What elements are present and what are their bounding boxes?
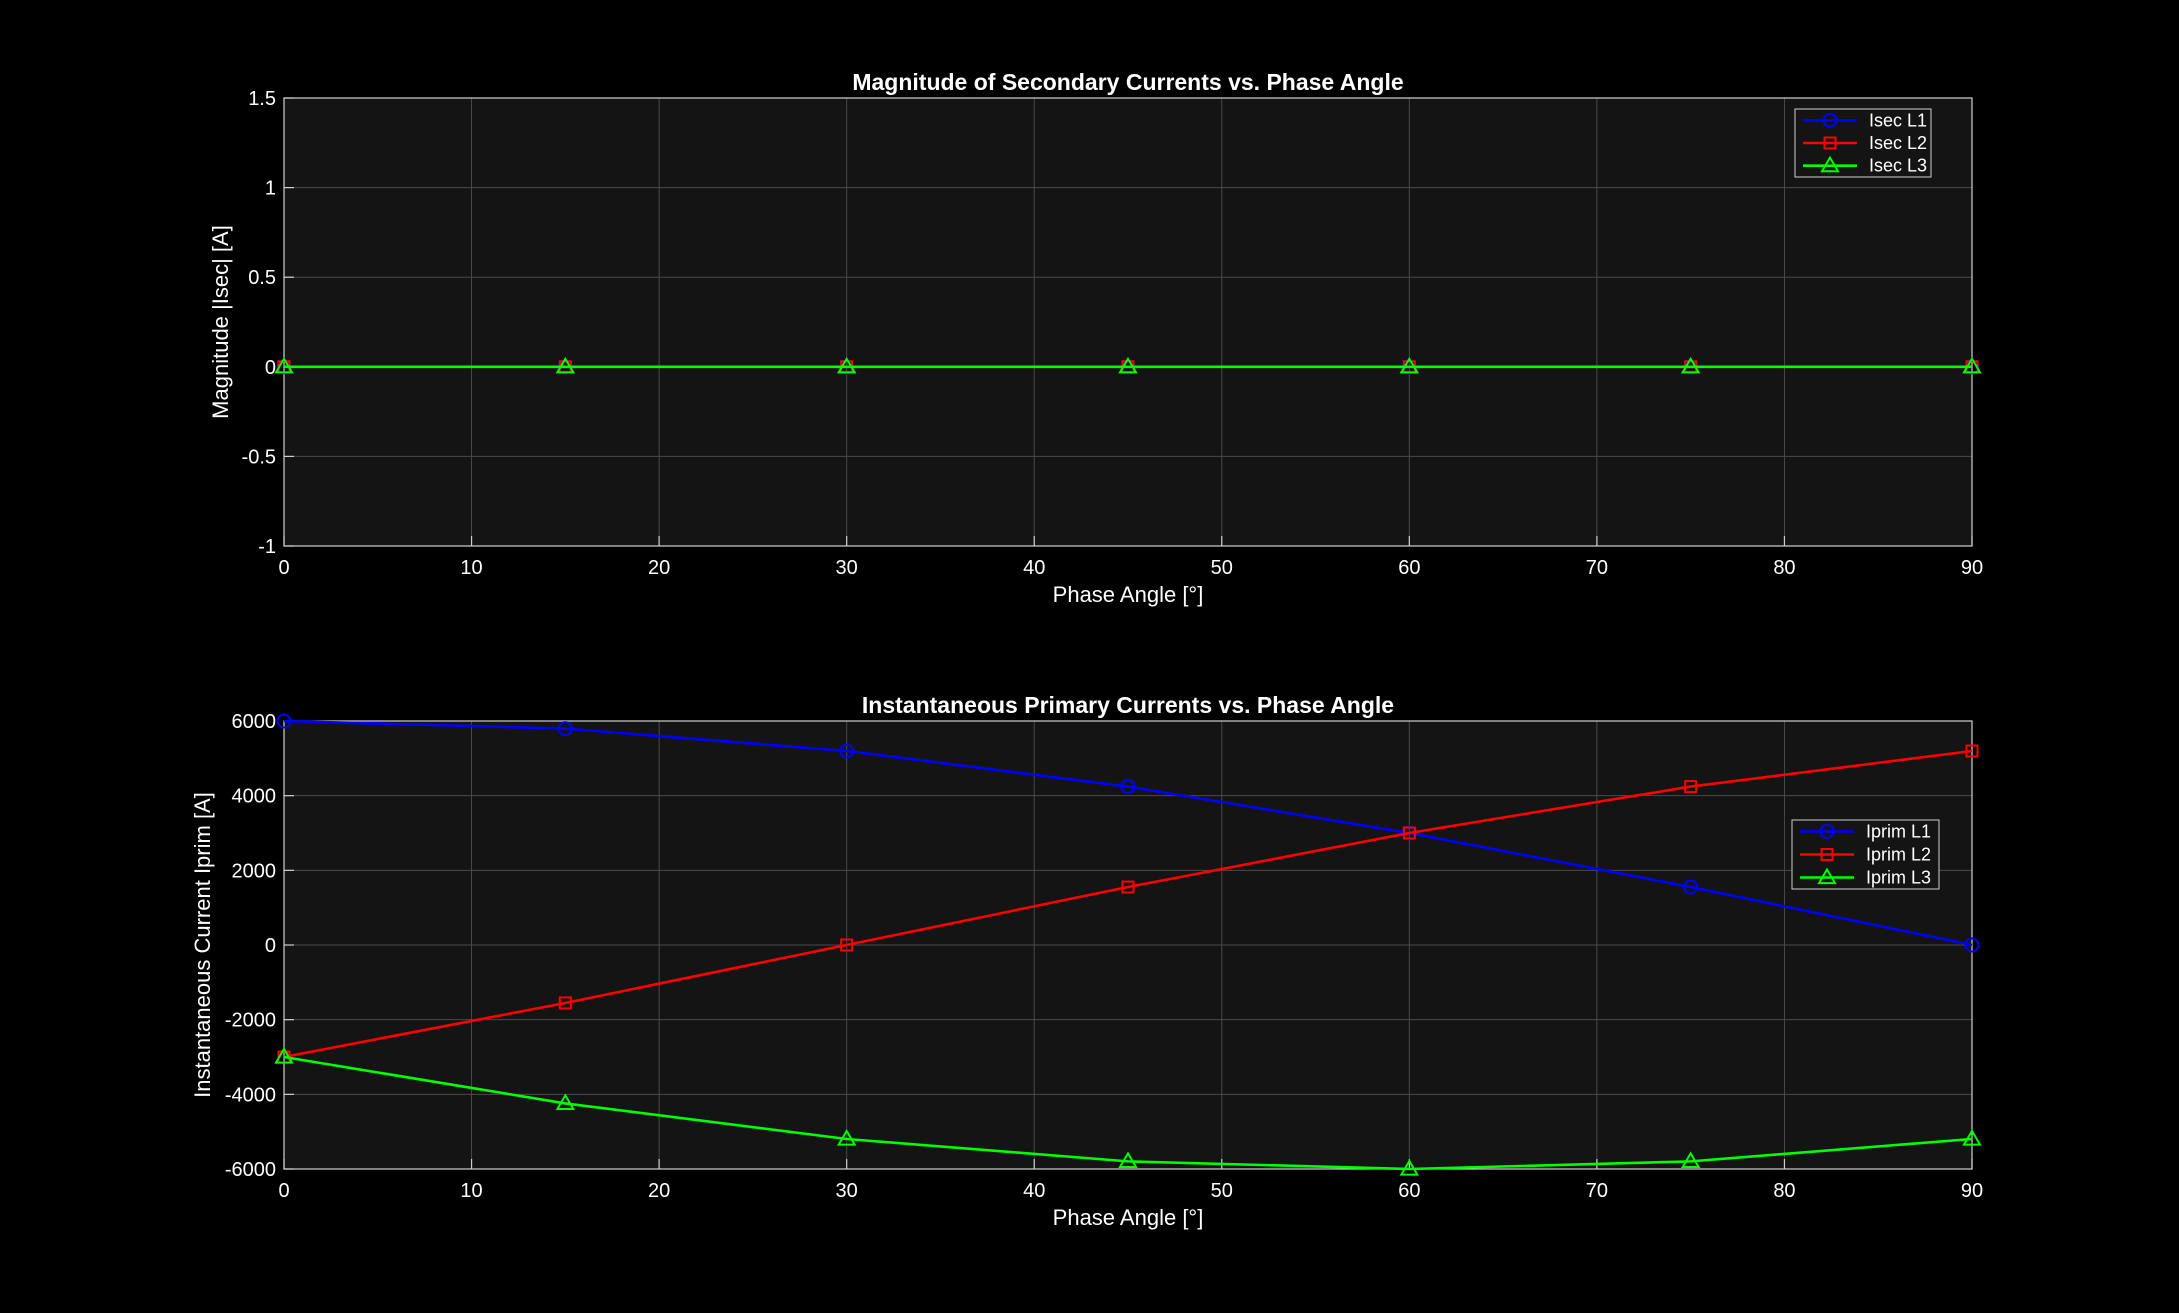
x-tick-label: 50: [1211, 1180, 1233, 1202]
y-tick-label: 0: [265, 935, 276, 957]
axes-box: [283, 97, 1973, 547]
legend-marker-square: [1823, 136, 1837, 150]
x-tick-label: 80: [1773, 1180, 1795, 1202]
series-isec-l3: [274, 356, 1982, 374]
legend-label: Iprim L3: [1866, 868, 1931, 888]
series-iprim-l1: [276, 713, 1980, 953]
legend: Iprim L1 Iprim L2 Iprim L3: [1791, 819, 1940, 890]
x-tick-label: 60: [1398, 557, 1420, 579]
data-point-square: [1965, 744, 1979, 758]
x-tick-label: 0: [278, 1180, 289, 1202]
y-tick-label: -4000: [225, 1084, 276, 1106]
y-axis-label: Magnitude |Isec| [A]: [208, 225, 233, 419]
data-point-square: [1402, 826, 1416, 840]
x-axis-label: Phase Angle [°]: [1053, 582, 1204, 607]
primary-currents-plot: 0 10 20 30 40 50 60 70 80 90 -6000 -4000 -2000 0 2000 4…: [190, 692, 1983, 1230]
data-point-circle: [1683, 879, 1699, 895]
x-tick-label: 90: [1961, 557, 1983, 579]
data-point-triangle: [1399, 356, 1420, 374]
y-tick-label: -2000: [225, 1010, 276, 1032]
legend-label: Isec L2: [1869, 133, 1927, 153]
legend-label: Isec L1: [1869, 110, 1927, 130]
data-point-triangle: [1680, 356, 1701, 374]
y-tick-label: 0: [265, 357, 276, 379]
y-tick-label: -1: [258, 536, 276, 558]
secondary-currents-plot: 0 10 20 30 40 50 60 70 80 90 -1 -0.5 0 0.5 1 1.5 Magnitu…: [208, 69, 1983, 607]
series-line: [283, 719, 1973, 947]
y-tick-label: -0.5: [242, 446, 276, 468]
data-point-triangle: [555, 1093, 576, 1111]
legend-marker-circle: [1819, 824, 1835, 839]
x-tick-label: 20: [648, 557, 670, 579]
x-tick-label: 60: [1398, 1180, 1420, 1202]
legend-marker-triangle: [1817, 867, 1837, 885]
data-point-square: [558, 996, 572, 1010]
data-point-triangle: [1962, 1129, 1982, 1146]
x-tick-label: 20: [648, 1180, 670, 1202]
data-point-triangle: [836, 1129, 857, 1146]
legend-label: Iprim L2: [1866, 845, 1931, 865]
data-point-triangle: [1118, 1151, 1138, 1168]
x-tick-label: 10: [460, 557, 482, 579]
x-tick-label: 70: [1586, 1180, 1608, 1202]
data-point-square: [840, 938, 854, 952]
x-axis-label: Phase Angle [°]: [1053, 1205, 1204, 1230]
series-line: [283, 749, 1973, 1059]
data-point-circle: [557, 721, 573, 737]
x-tick-label: 50: [1211, 557, 1233, 579]
data-point-circle: [839, 743, 855, 759]
x-tick-label: 90: [1961, 1180, 1983, 1202]
axes-background: [284, 98, 1972, 546]
data-point-square: [1684, 780, 1698, 794]
x-tick-label: 70: [1586, 557, 1608, 579]
x-tick-label: 0: [278, 557, 289, 579]
data-point-triangle: [1962, 356, 1982, 374]
legend-marker-square: [1820, 848, 1834, 861]
x-tick-label: 30: [836, 557, 858, 579]
legend-marker-triangle: [1820, 155, 1840, 173]
data-point-circle: [1120, 779, 1136, 795]
data-point-circle: [1964, 937, 1980, 953]
data-point-triangle: [836, 356, 857, 374]
x-tick-label: 80: [1773, 557, 1795, 579]
series-iprim-l3: [274, 1047, 1982, 1176]
x-tick-label: 10: [460, 1180, 482, 1202]
legend-label: Iprim L1: [1866, 822, 1931, 842]
data-point-triangle: [1118, 356, 1138, 374]
y-axis-label: Instantaneous Current Iprim [A]: [190, 792, 215, 1098]
y-tick-label: 6000: [232, 711, 277, 733]
data-point-triangle: [1680, 1151, 1701, 1168]
y-tick-label: 4000: [232, 786, 277, 808]
data-point-circle: [276, 713, 292, 729]
data-point-triangle: [1399, 1159, 1420, 1176]
legend-marker-circle: [1822, 112, 1838, 128]
y-tick-label: -6000: [225, 1159, 276, 1181]
data-point-triangle: [274, 356, 294, 374]
x-tick-label: 40: [1023, 557, 1045, 579]
series-line: [283, 1055, 1973, 1171]
y-tick-label: 2000: [232, 860, 277, 882]
data-point-triangle: [274, 1047, 294, 1064]
y-tick-label: 1: [265, 178, 276, 200]
x-tick-label: 40: [1023, 1180, 1045, 1202]
x-tick-label: 30: [836, 1180, 858, 1202]
data-point-square: [1121, 880, 1135, 894]
legend-label: Isec L3: [1869, 156, 1927, 176]
y-tick-label: 0.5: [248, 267, 276, 289]
chart-title: Instantaneous Primary Currents vs. Phase…: [862, 692, 1394, 718]
legend: Isec L1 Isec L2 Isec L3: [1794, 108, 1932, 178]
y-tick-label: 1.5: [248, 88, 276, 110]
data-point-triangle: [555, 356, 576, 374]
chart-title: Magnitude of Secondary Currents vs. Phas…: [852, 69, 1403, 95]
